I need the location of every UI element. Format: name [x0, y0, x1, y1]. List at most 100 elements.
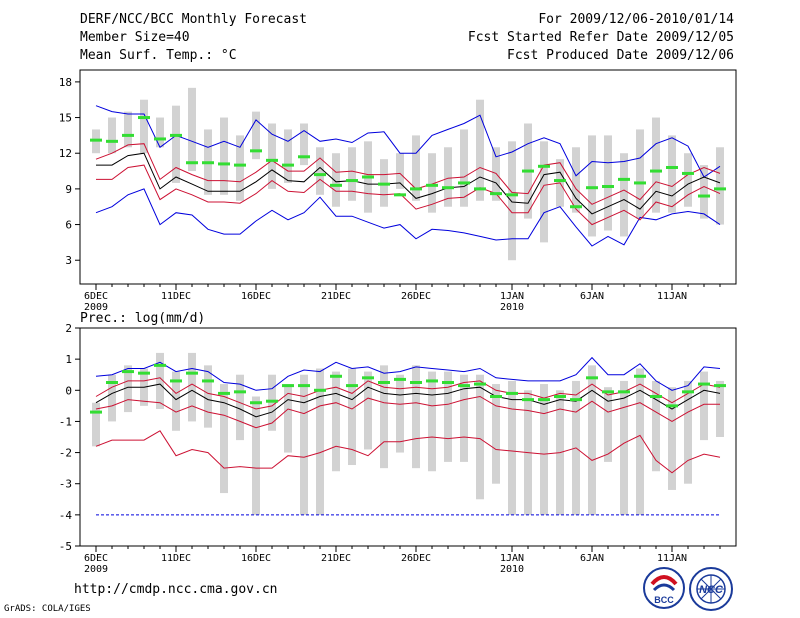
x-tick-label: 6JAN: [580, 291, 604, 302]
spread-bar: [460, 129, 468, 207]
spread-bar: [620, 380, 628, 515]
ncc-logo-text: NCC: [699, 584, 724, 596]
y-tick-label: -2: [59, 447, 72, 460]
y-tick-label: 0: [65, 384, 72, 397]
spread-bar: [284, 129, 292, 183]
blue-upper-line: [95, 356, 721, 391]
x-tick-label: 16DEC: [241, 291, 271, 302]
green-marker: [666, 165, 678, 169]
green-marker: [90, 410, 102, 414]
green-marker: [570, 398, 582, 402]
spread-bar: [652, 117, 660, 213]
green-marker: [298, 155, 310, 159]
spread-bar: [252, 396, 260, 515]
spread-bar: [716, 147, 724, 225]
green-marker: [218, 391, 230, 395]
spread-bar: [204, 365, 212, 428]
green-marker: [378, 381, 390, 384]
green-marker: [154, 363, 166, 367]
green-marker: [682, 171, 694, 175]
green-marker: [570, 205, 582, 209]
green-marker: [602, 185, 614, 189]
y-tick-label: 6: [65, 219, 72, 232]
spread-bar: [604, 387, 612, 462]
x-tick-year-label: 2010: [500, 564, 524, 575]
red-upper-line: [95, 143, 721, 205]
spread-bar: [716, 380, 724, 437]
spread-bar: [172, 105, 180, 183]
grads-credit: GrADS: COLA/IGES: [4, 604, 91, 614]
green-marker: [618, 177, 630, 181]
spread-bar: [108, 117, 116, 154]
spread-bar: [412, 135, 420, 201]
green-marker: [170, 379, 182, 383]
x-tick-label: 1JAN: [500, 553, 524, 564]
green-marker: [522, 169, 534, 173]
green-marker: [282, 163, 294, 167]
x-tick-label: 26DEC: [401, 553, 431, 564]
green-marker: [362, 175, 374, 179]
green-marker: [234, 390, 246, 394]
x-tick-year-label: 2009: [84, 564, 108, 575]
y-tick-label: -1: [59, 415, 72, 428]
green-marker: [586, 376, 598, 380]
spread-bar: [492, 384, 500, 484]
green-marker: [314, 173, 326, 177]
green-marker: [250, 401, 262, 405]
spread-bar: [364, 371, 372, 450]
green-marker: [314, 388, 326, 392]
green-marker: [186, 371, 198, 375]
green-marker: [410, 381, 422, 384]
green-marker: [266, 158, 278, 162]
spread-bar: [540, 384, 548, 515]
blue-upper-line: [95, 105, 721, 178]
chart-title: DERF/NCC/BCC Monthly Forecast: [80, 12, 307, 27]
spread-bar: [508, 380, 516, 515]
x-tick-label: 11DEC: [161, 291, 191, 302]
ensemble-mean-line: [95, 383, 721, 418]
green-marker: [90, 138, 102, 142]
spread-bar: [332, 371, 340, 472]
spread-bar: [316, 368, 324, 515]
green-marker: [330, 183, 342, 187]
green-marker: [442, 186, 454, 190]
forecast-period: For 2009/12/06-2010/01/14: [538, 12, 734, 27]
green-marker: [346, 179, 358, 183]
member-size-label: Member Size=40: [80, 30, 190, 45]
ncc-logo: NCC: [689, 567, 733, 611]
green-marker: [330, 374, 342, 378]
green-marker: [586, 186, 598, 190]
x-tick-label: 1JAN: [500, 291, 524, 302]
spread-bar: [124, 365, 132, 413]
green-marker: [698, 382, 710, 386]
plot-frame: [79, 327, 737, 547]
spread-bar: [396, 153, 404, 189]
spread-bar: [300, 123, 308, 166]
x-tick-label: 21DEC: [321, 291, 351, 302]
spread-bar: [156, 117, 164, 148]
green-marker: [458, 181, 470, 185]
ensemble-mean-line: [96, 152, 721, 215]
green-marker: [650, 395, 662, 399]
spread-bar: [684, 380, 692, 484]
green-marker: [682, 390, 694, 394]
green-marker: [474, 187, 486, 191]
green-marker: [522, 398, 534, 402]
blue-lower-line: [95, 188, 721, 247]
spread-bar: [588, 135, 596, 237]
precipitation-title: Prec.: log(mm/d): [80, 311, 205, 326]
green-marker: [378, 182, 390, 186]
green-marker: [634, 181, 646, 185]
spread-bar: [220, 117, 228, 195]
green-marker: [138, 116, 150, 120]
green-marker: [266, 399, 278, 403]
green-marker: [506, 391, 518, 395]
green-marker: [122, 370, 134, 374]
green-marker: [426, 183, 438, 187]
green-marker: [442, 381, 454, 384]
source-url[interactable]: http://cmdp.ncc.cma.gov.cn: [74, 582, 278, 597]
spread-bar: [460, 374, 468, 462]
spread-bar: [636, 129, 644, 219]
